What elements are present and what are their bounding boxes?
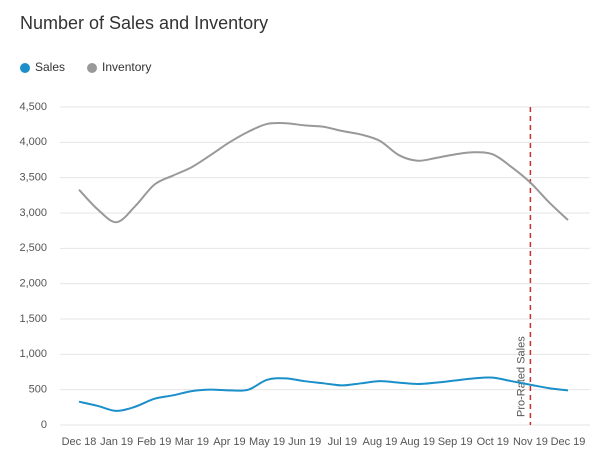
y-tick-label: 3,500 <box>19 172 47 184</box>
x-tick-label: Dec 19 <box>551 436 586 448</box>
x-tick-label: Jun 19 <box>288 436 321 448</box>
y-tick-label: 4,500 <box>19 101 47 113</box>
legend-label: Sales <box>35 60 65 74</box>
y-tick-label: 3,000 <box>19 207 47 219</box>
y-tick-label: 1,500 <box>19 313 47 325</box>
y-tick-label: 4,000 <box>19 136 47 148</box>
series-line <box>78 121 569 224</box>
legend-swatch <box>87 63 98 73</box>
x-tick-label: Aug 19 <box>362 436 397 448</box>
legend-label: Inventory <box>102 60 151 74</box>
series-line <box>78 376 569 412</box>
x-tick-label: Oct 19 <box>477 436 509 448</box>
y-tick-label: 1,000 <box>19 348 47 360</box>
x-tick-label: Aug 19 <box>400 436 435 448</box>
y-tick-label: 500 <box>29 384 47 396</box>
x-tick-label: Mar 19 <box>175 436 209 448</box>
x-tick-label: Apr 19 <box>213 436 245 448</box>
x-tick-label: Dec 18 <box>62 436 97 448</box>
chart-title: Number of Sales and Inventory <box>20 13 268 33</box>
x-tick-label: Jan 19 <box>100 436 133 448</box>
x-tick-label: Nov 19 <box>513 436 548 448</box>
annotation-label: Pro-Rated Sales <box>515 336 527 417</box>
y-tick-label: 0 <box>41 419 47 431</box>
x-tick-label: Jul 19 <box>328 436 357 448</box>
y-tick-label: 2,500 <box>19 242 47 254</box>
x-tick-label: Sep 19 <box>438 436 473 448</box>
x-tick-label: May 19 <box>249 436 285 448</box>
legend-swatch <box>20 63 30 73</box>
x-tick-label: Feb 19 <box>137 436 171 448</box>
y-tick-label: 2,000 <box>19 278 47 290</box>
